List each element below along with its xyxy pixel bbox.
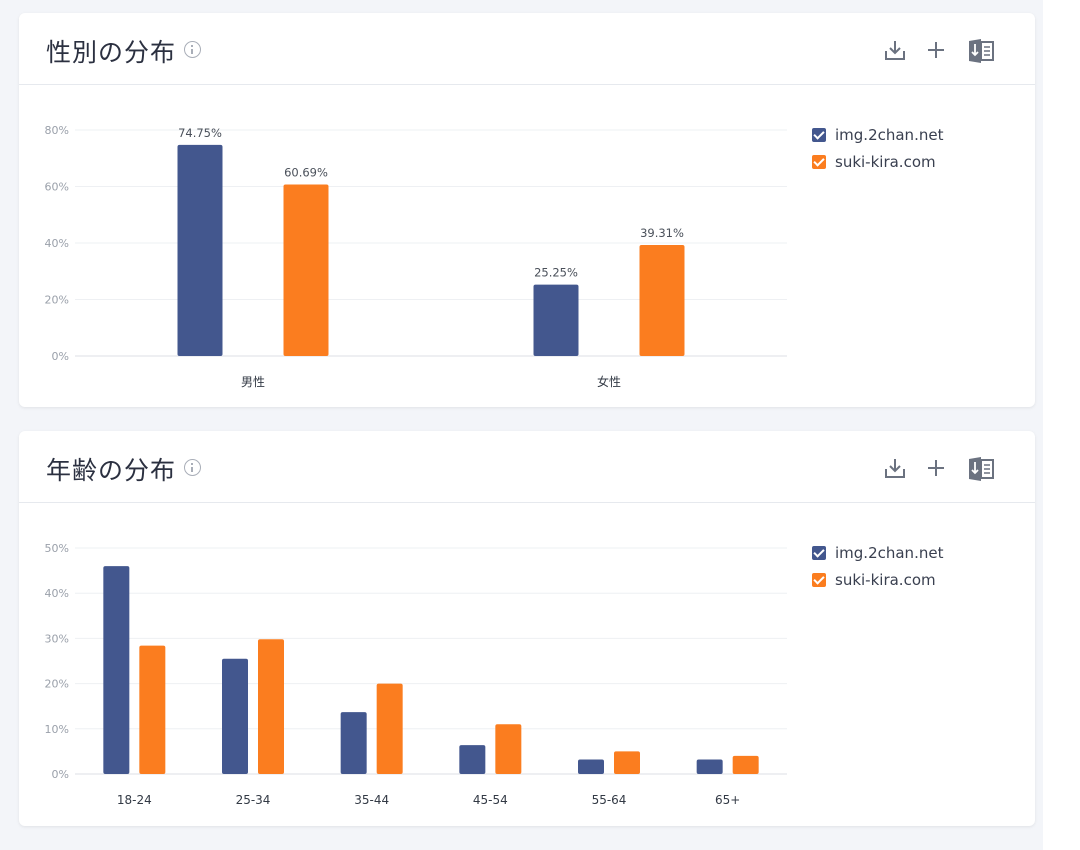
- y-tick-label: 40%: [45, 237, 69, 250]
- x-tick-label: 65+: [715, 793, 740, 807]
- x-tick-label: 45-54: [473, 793, 508, 807]
- legend-label: img.2chan.net: [835, 125, 944, 144]
- y-tick-label: 10%: [45, 723, 69, 736]
- excel-icon[interactable]: [967, 38, 995, 64]
- card-title: 年齢の分布: [46, 456, 177, 485]
- age-distribution-card: 年齢の分布 0% 10% 20% 30% 40% 50% 18-24 25-34 35-44 45…: [19, 431, 1035, 826]
- checkbox-checked-icon[interactable]: [812, 545, 826, 560]
- legend-item[interactable]: suki-kira.com: [812, 148, 943, 175]
- card-header: 性別の分布: [19, 13, 1035, 85]
- excel-icon[interactable]: [967, 456, 995, 482]
- y-tick-label: 0%: [52, 768, 69, 781]
- y-tick-label: 20%: [45, 678, 69, 691]
- bar: [696, 759, 723, 774]
- bar: [578, 759, 604, 774]
- bar: [177, 144, 223, 356]
- bar: [283, 184, 329, 356]
- gender-distribution-card: 性別の分布 0% 20% 40% 60% 80% 男性 74.75% 60.69% 女性 25.2…: [19, 13, 1035, 407]
- plus-icon[interactable]: [925, 456, 947, 480]
- download-icon[interactable]: [883, 38, 907, 62]
- legend-item[interactable]: suki-kira.com: [812, 566, 943, 593]
- checkbox-checked-icon[interactable]: [812, 154, 826, 169]
- bar: [376, 683, 403, 774]
- legend-label: img.2chan.net: [835, 543, 944, 562]
- x-tick-label: 35-44: [354, 793, 389, 807]
- y-tick-label: 60%: [45, 181, 69, 194]
- y-tick-label: 30%: [45, 632, 69, 645]
- download-icon[interactable]: [883, 456, 907, 480]
- chart-legend: img.2chan.net suki-kira.com: [812, 539, 943, 593]
- bar: [258, 639, 284, 774]
- bar: [459, 745, 486, 774]
- x-tick-label: 55-64: [592, 793, 627, 807]
- age-chart: 0% 10% 20% 30% 40% 50% 18-24 25-34 35-44 45-54 55-…: [45, 542, 787, 807]
- info-icon[interactable]: [184, 459, 201, 476]
- bar: [639, 244, 685, 356]
- card-title: 性別の分布: [46, 38, 177, 67]
- info-icon[interactable]: [184, 41, 201, 58]
- card-header: 年齢の分布: [19, 431, 1035, 503]
- data-label: 39.31%: [640, 226, 684, 240]
- y-tick-label: 50%: [45, 542, 69, 555]
- bar: [139, 645, 166, 774]
- legend-label: suki-kira.com: [835, 570, 936, 589]
- x-tick-label: 男性: [241, 375, 265, 389]
- legend-label: suki-kira.com: [835, 152, 936, 171]
- bar: [222, 658, 248, 774]
- legend-item[interactable]: img.2chan.net: [812, 539, 943, 566]
- checkbox-checked-icon[interactable]: [812, 572, 826, 587]
- x-tick-label: 18-24: [117, 793, 152, 807]
- bar: [340, 712, 367, 774]
- y-tick-label: 40%: [45, 587, 69, 600]
- y-tick-label: 20%: [45, 294, 69, 307]
- gender-chart: 0% 20% 40% 60% 80% 男性 74.75% 60.69% 女性 25.25% 39.3…: [45, 124, 787, 389]
- data-label: 25.25%: [534, 266, 578, 280]
- x-tick-label: 女性: [597, 374, 621, 389]
- y-tick-label: 0%: [52, 350, 69, 363]
- x-tick-label: 25-34: [236, 793, 271, 807]
- data-label: 60.69%: [284, 166, 328, 180]
- bar: [732, 755, 759, 774]
- page-right-edge: [1043, 0, 1080, 850]
- checkbox-checked-icon[interactable]: [812, 127, 826, 142]
- y-tick-label: 80%: [45, 124, 69, 137]
- legend-item[interactable]: img.2chan.net: [812, 121, 943, 148]
- data-label: 74.75%: [178, 126, 222, 140]
- chart-legend: img.2chan.net suki-kira.com: [812, 121, 943, 175]
- bar: [614, 751, 640, 774]
- bar: [495, 724, 522, 774]
- bar: [533, 284, 579, 356]
- plus-icon[interactable]: [925, 38, 947, 62]
- bar: [103, 566, 130, 774]
